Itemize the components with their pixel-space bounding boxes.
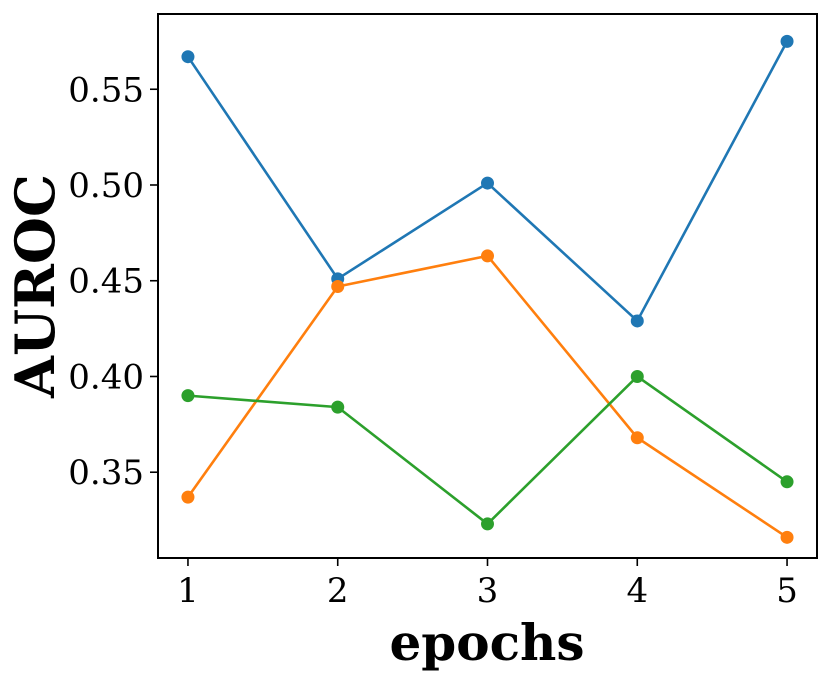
- x-tick-label: 3: [477, 571, 499, 611]
- data-point: [630, 369, 644, 383]
- y-tick-label: 0.35: [68, 453, 144, 493]
- series-2: [181, 249, 794, 544]
- data-point: [630, 314, 644, 328]
- data-point: [780, 475, 794, 489]
- x-tick-label: 1: [177, 571, 199, 611]
- plot-area: [181, 34, 794, 544]
- x-axis: 1 2 3 4 5: [177, 558, 798, 611]
- data-point: [481, 517, 494, 531]
- x-tick-label: 4: [626, 571, 648, 611]
- data-point: [181, 50, 195, 64]
- data-point: [331, 400, 345, 414]
- y-tick-label: 0.50: [68, 166, 144, 206]
- plot-frame: [157, 13, 818, 559]
- y-axis-title: AUROC: [3, 174, 67, 399]
- data-point: [481, 249, 494, 263]
- series-line: [186, 254, 788, 539]
- y-tick-label: 0.40: [68, 357, 144, 397]
- series-line: [187, 375, 788, 526]
- data-point: [181, 490, 195, 504]
- data-point: [780, 530, 794, 544]
- x-tick-label: 5: [776, 571, 798, 611]
- series-1: [181, 34, 794, 328]
- y-tick-label: 0.55: [68, 70, 144, 110]
- series-3: [181, 369, 794, 531]
- data-point: [331, 279, 345, 293]
- data-point: [181, 389, 195, 403]
- x-axis-title: epochs: [389, 613, 584, 672]
- x-tick-label: 2: [327, 571, 349, 611]
- data-point: [630, 431, 644, 445]
- y-axis: 0.35 0.40 0.45 0.50 0.55: [68, 70, 158, 493]
- y-tick-label: 0.45: [68, 262, 144, 302]
- data-point: [780, 34, 794, 48]
- data-point: [481, 176, 494, 190]
